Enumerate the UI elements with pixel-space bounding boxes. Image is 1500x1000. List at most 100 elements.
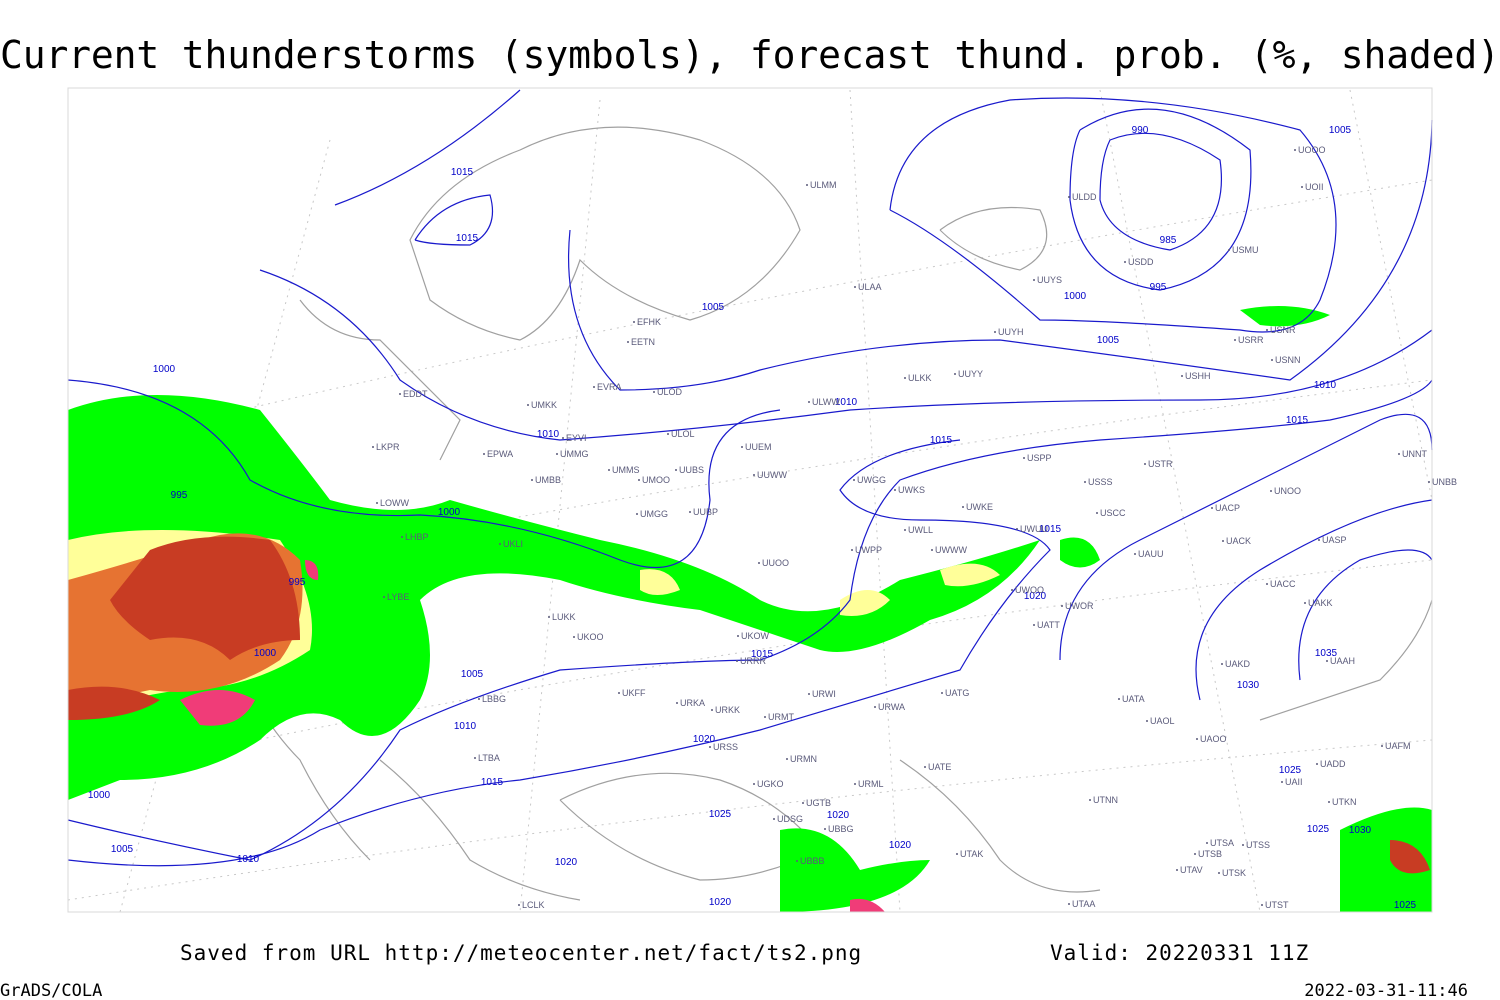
station-label: UATT <box>1037 620 1060 630</box>
station-dot <box>931 549 933 551</box>
station-label: UBBB <box>800 856 825 866</box>
station-label: ULAA <box>858 282 882 292</box>
isobar-label: 1015 <box>451 167 474 178</box>
isobar-label: 1025 <box>1307 824 1330 835</box>
station-dot <box>1221 663 1223 665</box>
station-dot <box>741 446 743 448</box>
station-label: LKPR <box>376 442 400 452</box>
station-dot <box>548 616 550 618</box>
map-area: 1015 1015 990 985 995 1000 1005 1005 1005 1010 101… <box>67 87 1457 913</box>
isobar-label: 1005 <box>1329 125 1352 136</box>
station-dot <box>636 513 638 515</box>
map-frame <box>67 87 1433 913</box>
station-label: UGTB <box>806 798 831 808</box>
isobar-label: 1005 <box>1097 335 1120 346</box>
station-label: URMN <box>790 754 817 764</box>
station-dot <box>675 469 677 471</box>
station-label: USMU <box>1232 245 1259 255</box>
station-label: UACP <box>1215 503 1240 513</box>
station-dot <box>401 536 403 538</box>
station-label: UKFF <box>622 688 646 698</box>
station-dot <box>737 635 739 637</box>
station-dot <box>474 757 476 759</box>
isobar-label: 1020 <box>693 734 716 745</box>
isobar-label: 1015 <box>930 435 953 446</box>
station-label: URWI <box>812 689 836 699</box>
station-label: ULDD <box>1072 192 1097 202</box>
station-dot <box>1011 589 1013 591</box>
station-label: UNOO <box>1274 486 1301 496</box>
station-label: USTR <box>1148 459 1173 469</box>
isobar-label: 1025 <box>1279 765 1302 776</box>
isobar-label: 1000 <box>153 364 176 375</box>
station-dot <box>638 479 640 481</box>
station-dot <box>483 453 485 455</box>
station-dot <box>1206 842 1208 844</box>
station-dot <box>753 783 755 785</box>
isobar-label: 1010 <box>835 397 858 408</box>
station-dot <box>796 860 798 862</box>
station-dot <box>773 818 775 820</box>
station-label: UWLL <box>908 525 933 535</box>
station-dot <box>1023 457 1025 459</box>
station-label: USDD <box>1128 257 1154 267</box>
station-dot <box>904 529 906 531</box>
station-label: URKA <box>680 698 705 708</box>
station-label: ULMM <box>810 180 837 190</box>
station-dot <box>808 693 810 695</box>
station-label: UTSA <box>1210 838 1234 848</box>
station-dot <box>531 479 533 481</box>
station-label: UUOO <box>762 558 789 568</box>
station-label: USNR <box>1270 325 1296 335</box>
station-label: ULWW <box>812 397 840 407</box>
station-dot <box>556 453 558 455</box>
station-label: EYVI <box>566 433 587 443</box>
station-label: UAOL <box>1150 716 1175 726</box>
station-dot <box>1266 583 1268 585</box>
station-label: UTSK <box>1222 868 1246 878</box>
station-label: URKK <box>715 705 740 715</box>
station-label: UATE <box>928 762 951 772</box>
station-label: LUKK <box>552 612 576 622</box>
station-label: UWPP <box>855 545 882 555</box>
station-dot <box>1234 339 1236 341</box>
isobar-label: 1000 <box>88 790 111 801</box>
station-dot <box>1281 781 1283 783</box>
isobar-label: 1015 <box>751 649 774 660</box>
station-label: UTAK <box>960 849 983 859</box>
isobar-label: 1020 <box>889 840 912 851</box>
station-dot <box>383 596 385 598</box>
station-dot <box>518 904 520 906</box>
station-dot <box>618 692 620 694</box>
station-label: USNN <box>1275 355 1301 365</box>
station-label: URSS <box>713 742 738 752</box>
station-dot <box>676 702 678 704</box>
station-label: UWWW <box>935 545 967 555</box>
station-dot <box>1068 903 1070 905</box>
station-label: EVRA <box>597 382 622 392</box>
station-dot <box>904 377 906 379</box>
station-dot <box>962 506 964 508</box>
station-dot <box>1134 553 1136 555</box>
station-dot <box>851 549 853 551</box>
station-label: UAUU <box>1138 549 1164 559</box>
station-label: EDDT <box>403 389 428 399</box>
station-dot <box>1294 149 1296 151</box>
station-dot <box>1033 624 1035 626</box>
station-dot <box>1124 261 1126 263</box>
station-label: LBBG <box>482 694 506 704</box>
station-dot <box>1381 745 1383 747</box>
station-label: UTAV <box>1180 865 1203 875</box>
station-label: EETN <box>631 337 655 347</box>
station-dot <box>1096 512 1098 514</box>
station-dot <box>1068 196 1070 198</box>
station-dot <box>1270 490 1272 492</box>
station-dot <box>956 853 958 855</box>
station-dot <box>874 706 876 708</box>
station-dot <box>1118 698 1120 700</box>
station-dot <box>1089 799 1091 801</box>
station-dot <box>1176 869 1178 871</box>
station-label: UMKK <box>531 400 557 410</box>
station-dot <box>593 386 595 388</box>
